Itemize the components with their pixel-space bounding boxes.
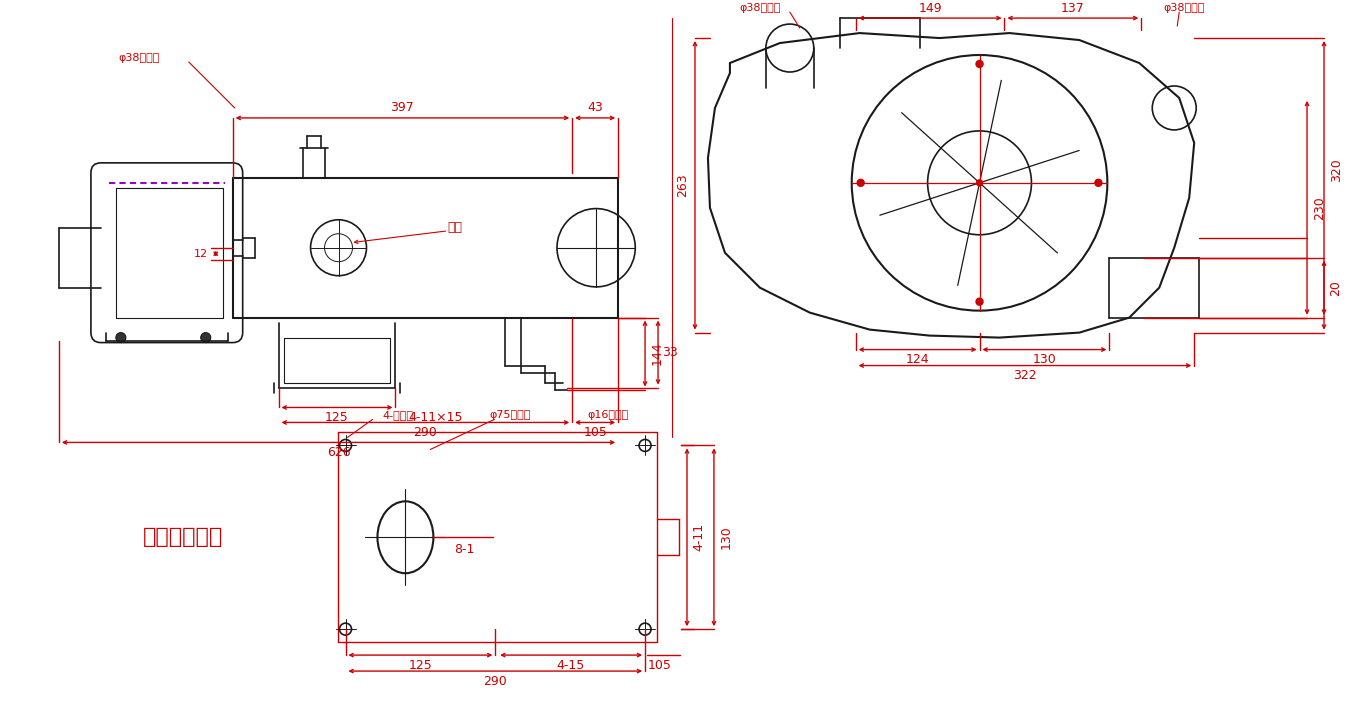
Text: 4-安装孔: 4-安装孔 [383,410,414,420]
Text: 626: 626 [327,446,350,459]
Text: φ75据烟口: φ75据烟口 [490,410,531,420]
Text: 8-1: 8-1 [454,543,474,556]
Text: 105: 105 [583,426,607,439]
Text: 322: 322 [1013,369,1036,382]
Text: 130: 130 [1032,353,1057,366]
Text: 149: 149 [918,1,942,14]
Text: 144: 144 [650,342,664,366]
Text: 4-11×15: 4-11×15 [409,411,463,424]
Text: 125: 125 [325,411,349,424]
Text: 4-11: 4-11 [693,523,705,551]
Text: 290: 290 [414,426,437,439]
Text: 20: 20 [1329,280,1343,295]
Circle shape [976,180,983,186]
Text: 4-15: 4-15 [555,659,584,672]
Text: 130: 130 [720,526,732,549]
Text: 125: 125 [409,659,432,672]
Text: 397: 397 [391,101,414,115]
Text: 124: 124 [906,353,929,366]
Text: φ38进水口: φ38进水口 [118,53,159,63]
Text: 105: 105 [648,659,672,672]
Circle shape [857,179,864,186]
Circle shape [976,60,983,67]
Text: 230: 230 [1313,196,1327,219]
Text: φ38出水口: φ38出水口 [1164,3,1205,13]
Circle shape [1095,179,1101,186]
Circle shape [201,333,210,343]
Text: 水筒: 水筒 [448,222,463,234]
Text: 安装开孔尺寸: 安装开孔尺寸 [143,527,223,547]
Text: 137: 137 [1061,1,1085,14]
Circle shape [976,298,983,305]
Text: 263: 263 [676,174,690,197]
Text: φ38进水口: φ38进水口 [739,3,781,13]
Text: 43: 43 [587,101,603,115]
Text: 290: 290 [483,675,507,688]
Text: 320: 320 [1331,158,1343,182]
Text: φ16排水口: φ16排水口 [588,410,629,420]
Text: 12: 12 [194,249,208,259]
Text: 33: 33 [663,346,678,359]
Circle shape [115,333,126,343]
